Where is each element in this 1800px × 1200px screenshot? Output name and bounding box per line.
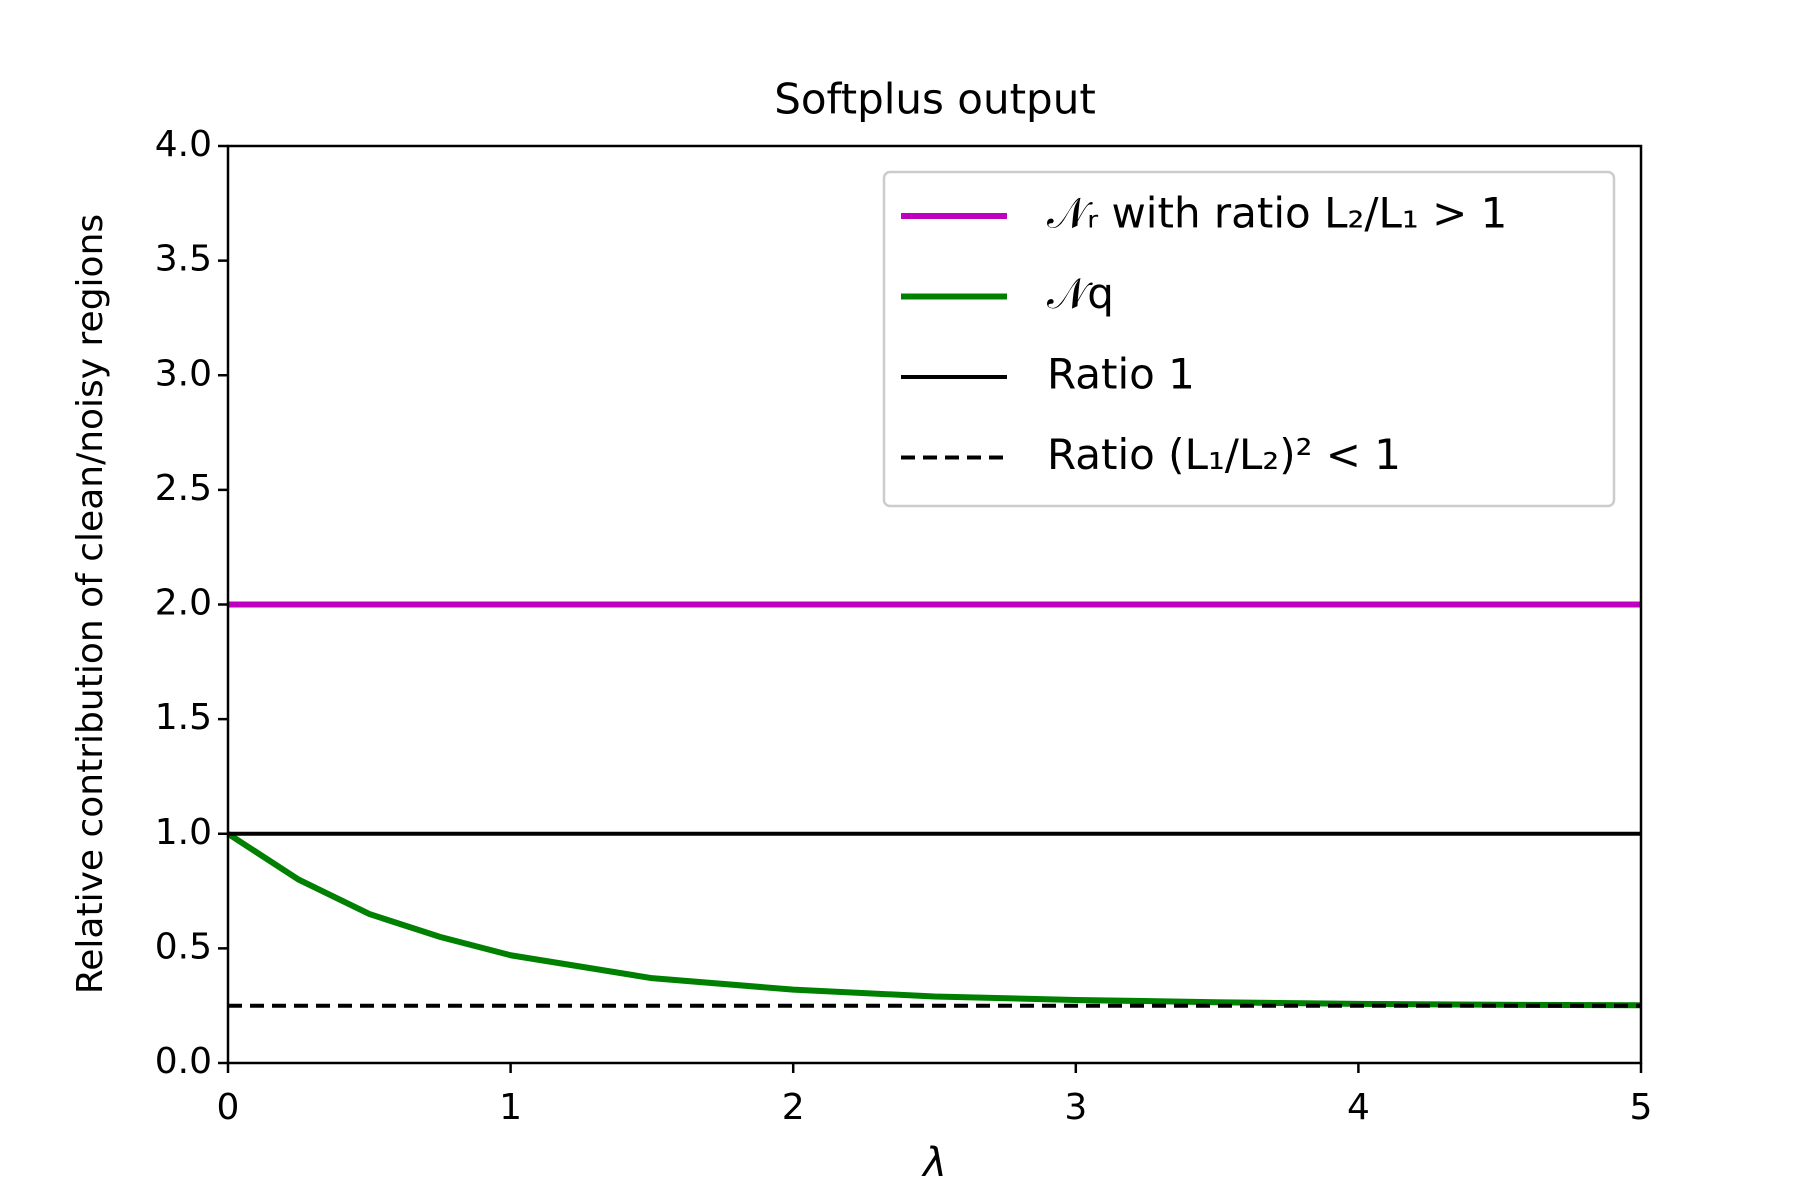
x-tick-label: 4	[1347, 1087, 1370, 1128]
y-tick-label: 2.0	[155, 583, 212, 624]
y-tick-label: 0.0	[155, 1041, 212, 1082]
x-tick-label: 3	[1064, 1087, 1087, 1128]
legend-box	[882, 170, 1616, 508]
legend-label: Ratio 1	[1047, 350, 1195, 399]
chart-title: Softplus output	[774, 75, 1096, 124]
legend-label: 𝒩q	[1047, 269, 1114, 318]
y-tick-label: 3.0	[155, 353, 212, 394]
y-tick-label: 3.5	[155, 239, 212, 280]
x-tick-label: 0	[217, 1087, 240, 1128]
y-tick-label: 4.0	[155, 124, 212, 165]
x-tick-label: 2	[782, 1087, 805, 1128]
legend-label: 𝒩ᵣ with ratio L₂/L₁ > 1	[1047, 189, 1507, 238]
y-axis-label: Relative contribution of clean/noisy reg…	[70, 214, 111, 994]
y-tick-label: 1.0	[155, 812, 212, 853]
y-tick-label: 0.5	[155, 926, 212, 967]
y-tick-label: 2.5	[155, 468, 212, 509]
series-line	[226, 831, 1642, 1009]
x-tick-label: 5	[1630, 1087, 1653, 1128]
x-tick-label: 1	[499, 1087, 522, 1128]
x-axis-label: λ	[921, 1140, 947, 1186]
legend-label: Ratio (L₁/L₂)² < 1	[1047, 430, 1401, 479]
y-tick-label: 1.5	[155, 697, 212, 738]
